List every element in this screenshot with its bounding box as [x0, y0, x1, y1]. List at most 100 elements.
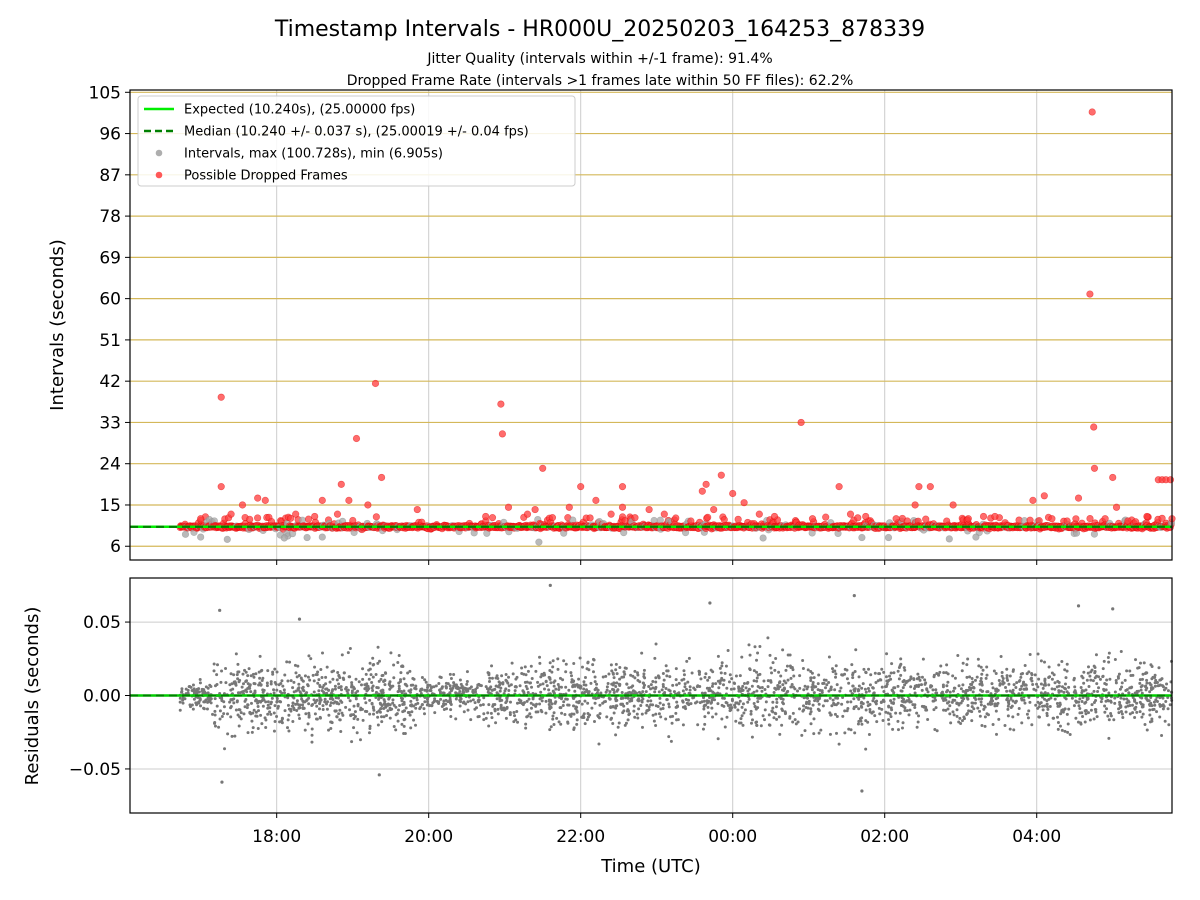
- residual-point: [654, 723, 658, 727]
- residual-point: [760, 689, 764, 693]
- residual-point: [234, 683, 238, 687]
- dropped-frame-outlier: [797, 418, 805, 427]
- residual-point: [542, 687, 546, 691]
- residual-point: [1113, 696, 1117, 700]
- residual-point: [245, 690, 249, 694]
- residual-point: [509, 683, 513, 687]
- residual-point: [845, 709, 849, 713]
- residual-point: [839, 686, 843, 690]
- residual-point: [624, 666, 628, 670]
- residual-point: [1060, 728, 1064, 732]
- residual-point: [921, 657, 925, 661]
- dropped-frame-outlier: [217, 393, 225, 401]
- residual-point: [365, 709, 369, 713]
- residual-point: [475, 686, 479, 690]
- residual-point: [736, 708, 740, 712]
- residual-point: [1063, 729, 1067, 733]
- residual-point: [1094, 708, 1098, 712]
- residual-point: [965, 663, 969, 667]
- residual-point: [812, 676, 816, 680]
- residual-point: [564, 697, 568, 701]
- residual-point: [1144, 696, 1148, 700]
- residual-point: [215, 683, 219, 687]
- residual-point: [490, 664, 494, 668]
- residual-point: [868, 683, 872, 687]
- residual-point: [572, 726, 576, 730]
- residual-point: [368, 724, 372, 728]
- residual-point: [1138, 681, 1142, 685]
- residual-point: [1005, 676, 1009, 680]
- residual-point: [1099, 700, 1103, 704]
- residual-point: [317, 689, 321, 693]
- residual-point: [1106, 714, 1110, 718]
- residual-point: [633, 715, 637, 719]
- residual-point: [763, 718, 767, 722]
- interval-point: [223, 535, 231, 543]
- residual-point: [392, 663, 396, 667]
- residual-point: [793, 718, 797, 722]
- residual-point: [629, 673, 633, 677]
- residual-point: [683, 682, 687, 686]
- residual-point: [632, 709, 636, 713]
- residual-point: [1045, 705, 1049, 709]
- residual-point: [1114, 679, 1118, 683]
- residual-point: [993, 702, 997, 706]
- residual-point: [753, 645, 757, 649]
- residual-point: [388, 716, 392, 720]
- residual-point: [321, 707, 325, 711]
- residual-point: [711, 715, 715, 719]
- residual-point: [1153, 684, 1157, 688]
- residual-point: [620, 690, 624, 694]
- residual-point: [980, 672, 984, 676]
- residual-point: [245, 679, 249, 683]
- residual-point: [746, 689, 750, 693]
- residual-point: [866, 700, 870, 704]
- residual-point: [473, 701, 477, 705]
- residual-point: [677, 681, 681, 685]
- residual-point: [240, 690, 244, 694]
- residual-point: [310, 733, 314, 737]
- residual-point: [1155, 700, 1159, 704]
- residual-point: [551, 665, 555, 669]
- residual-point: [534, 669, 538, 673]
- residual-point: [449, 708, 453, 712]
- residual-point: [254, 672, 258, 676]
- residual-point: [821, 704, 825, 708]
- residual-point: [538, 702, 542, 706]
- residual-point: [493, 709, 497, 713]
- residual-point: [801, 709, 805, 713]
- residual-point: [996, 701, 1000, 705]
- dropped-frame-outlier: [991, 512, 999, 521]
- residual-point: [1093, 671, 1097, 675]
- residual-point: [755, 679, 759, 683]
- residual-point: [392, 703, 396, 707]
- residual-point: [356, 689, 360, 693]
- residual-point: [195, 687, 199, 691]
- residual-point: [230, 734, 234, 738]
- residual-point: [1138, 710, 1142, 714]
- dropped-frame-outlier: [592, 496, 600, 504]
- residual-point: [414, 684, 418, 688]
- residual-point: [455, 686, 459, 690]
- dropped-frame-outlier: [740, 499, 748, 507]
- residual-point: [198, 678, 202, 682]
- residual-point: [1037, 677, 1041, 681]
- residual-point: [615, 681, 619, 685]
- residual-point: [592, 720, 596, 724]
- residual-point: [528, 712, 532, 716]
- dropped-frame-outlier: [345, 496, 353, 504]
- residual-point: [951, 710, 955, 714]
- residual-point: [1107, 736, 1111, 740]
- residual-point: [703, 722, 707, 726]
- residual-point: [392, 724, 396, 728]
- residual-point: [327, 713, 331, 717]
- residual-point: [900, 703, 904, 707]
- residual-point: [273, 704, 277, 708]
- residual-point: [551, 689, 555, 693]
- residual-point: [564, 670, 568, 674]
- residual-point: [525, 687, 529, 691]
- residual-point: [414, 706, 418, 710]
- residual-point: [880, 667, 884, 671]
- residual-point: [213, 709, 217, 713]
- residual-point: [709, 701, 713, 705]
